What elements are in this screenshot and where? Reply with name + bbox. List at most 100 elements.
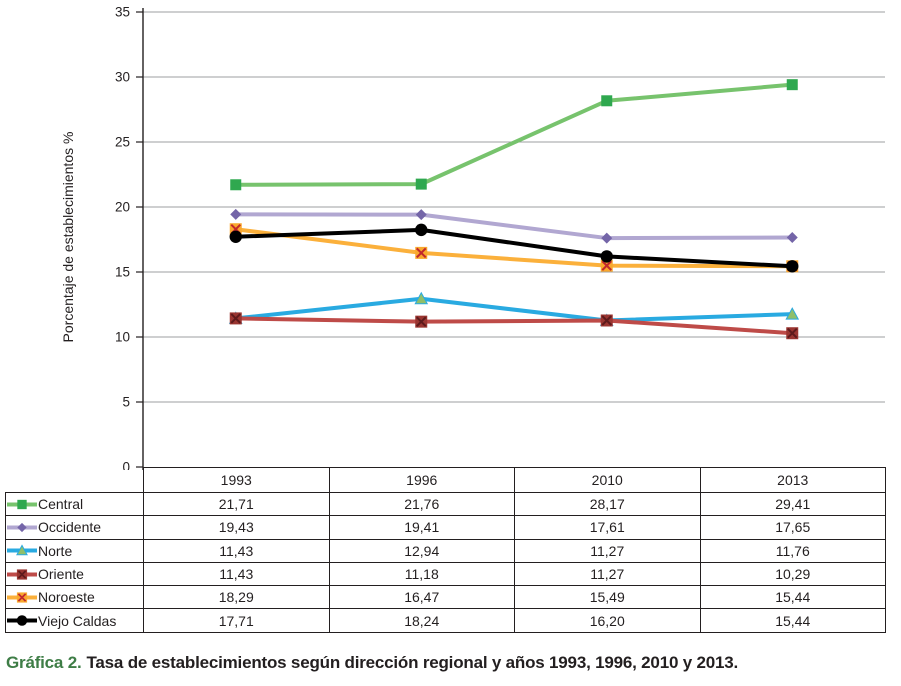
value-cell: 11,27 (514, 561, 701, 587)
data-point-marker (601, 232, 613, 244)
table-row: Viejo Caldas 17,71 18,24 16,20 15,44 (5, 608, 886, 633)
data-point-marker (415, 209, 427, 221)
legend-marker-icon (7, 499, 37, 509)
value-cell: 21,71 (143, 491, 330, 517)
value-cell: 15,44 (699, 585, 886, 610)
value-cell: 29,41 (699, 491, 886, 517)
value-cell: 17,71 (143, 608, 330, 633)
series-line (233, 212, 795, 241)
y-axis-title: Porcentaje de establecimientos % (60, 132, 76, 343)
series-name-label: Norte (38, 542, 73, 559)
series-oriente (229, 312, 799, 340)
legend-entry: Oriente (7, 566, 143, 583)
series-central (230, 79, 798, 191)
data-point-marker (17, 522, 27, 533)
value-cell: 19,43 (143, 515, 330, 540)
legend-marker-icon (7, 544, 37, 556)
y-tick-label: 25 (115, 135, 130, 150)
value-cell: 15,44 (699, 608, 886, 633)
y-tick-label: 10 (115, 330, 130, 345)
legend-marker-icon (7, 522, 37, 533)
value-cell: 18,29 (143, 585, 330, 610)
value-cell: 16,47 (328, 585, 515, 610)
data-point-marker (230, 179, 242, 191)
marker-x-stroke (230, 313, 241, 324)
marker-x-stroke (416, 247, 427, 259)
legend-cell: Norte (5, 538, 144, 563)
figure-caption: Gráfica 2. Tasa de establecimientos según… (6, 653, 738, 673)
value-cell: 11,76 (699, 538, 886, 563)
y-tick-label: 35 (115, 5, 130, 20)
marker-x-stroke (416, 316, 427, 327)
legend-entry: Central (7, 496, 143, 513)
series-line (233, 82, 795, 187)
data-point-marker (785, 307, 800, 320)
series-name-label: Oriente (38, 566, 84, 583)
legend-cell: Oriente (5, 561, 144, 587)
table-header-row: 1993 1996 2010 2013 (5, 467, 886, 493)
data-point-marker (415, 178, 427, 190)
legend-cell: Central (5, 491, 144, 517)
value-cell: 12,94 (328, 538, 515, 563)
legend-marker-icon (7, 568, 37, 580)
caption-text: Tasa de establecimientos según dirección… (86, 653, 739, 672)
data-point-marker (17, 499, 27, 509)
y-tick-label: 20 (115, 200, 130, 215)
value-cell: 16,20 (514, 608, 701, 633)
year-column-header: 1996 (328, 467, 515, 493)
series-name-label: Occidente (38, 519, 102, 536)
value-cell: 11,43 (143, 561, 330, 587)
marker-x-stroke (787, 328, 798, 339)
value-cell: 11,18 (328, 561, 515, 587)
data-point-marker (415, 223, 428, 237)
data-point-marker (230, 208, 242, 220)
data-point-marker (229, 230, 242, 243)
value-cell: 10,29 (699, 561, 886, 587)
series-noroeste (229, 223, 799, 273)
data-point-marker (16, 544, 28, 556)
marker-x-stroke (601, 315, 612, 326)
y-tick-label: 15 (115, 265, 130, 280)
value-cell: 19,41 (328, 515, 515, 540)
value-cell: 17,65 (699, 515, 886, 540)
value-cell: 15,49 (514, 585, 701, 610)
value-cell: 21,76 (328, 491, 515, 517)
table-row: Occidente 19,43 19,41 17,61 17,65 (5, 515, 886, 540)
marker-x-stroke (601, 260, 612, 271)
year-column-header: 2013 (699, 467, 886, 493)
marker-x-stroke (17, 569, 27, 579)
chart-data-table: 1993 1996 2010 2013 Central 21,71 21,76 28,17 2… (5, 467, 886, 633)
legend-entry: Norte (7, 542, 143, 559)
gridlines (143, 11, 885, 403)
data-point-marker (601, 95, 613, 107)
line-chart: 0 5 10 15 20 25 30 35 Porcentaje de establecimie… (60, 5, 885, 470)
y-axis-ticks: 0 5 10 15 20 25 30 35 (115, 5, 143, 470)
series-line (233, 316, 795, 336)
series-name-label: Noroeste (38, 589, 95, 606)
data-point-marker (786, 232, 798, 244)
y-tick-label: 5 (122, 395, 130, 410)
table-row: Norte 11,43 12,94 11,27 11,76 (5, 538, 886, 563)
data-point-marker (414, 291, 429, 305)
marker-x-stroke (17, 593, 27, 602)
value-cell: 18,24 (328, 608, 515, 633)
table-body: Central 21,71 21,76 28,17 29,41 Occidente 19,4… (5, 491, 886, 633)
year-column-header: 2010 (514, 467, 701, 493)
legend-cell: Viejo Caldas (5, 608, 144, 633)
series-line (233, 227, 795, 269)
legend-cell: Noroeste (5, 585, 144, 610)
legend-marker-icon (7, 592, 37, 603)
table-corner-cell (5, 467, 144, 493)
caption-label: Gráfica 2. (6, 653, 82, 672)
table-row: Noroeste 18,29 16,47 15,49 15,44 (5, 585, 886, 610)
legend-marker-icon (7, 615, 37, 626)
legend-entry: Occidente (7, 519, 143, 536)
series-name-label: Central (38, 496, 84, 513)
data-point-marker (786, 79, 798, 91)
value-cell: 11,43 (143, 538, 330, 563)
legend-cell: Occidente (5, 515, 144, 540)
table-row: Oriente 11,43 11,18 11,27 10,29 (5, 561, 886, 587)
legend-entry: Viejo Caldas (7, 612, 143, 629)
series-name-label: Viejo Caldas (38, 612, 117, 629)
